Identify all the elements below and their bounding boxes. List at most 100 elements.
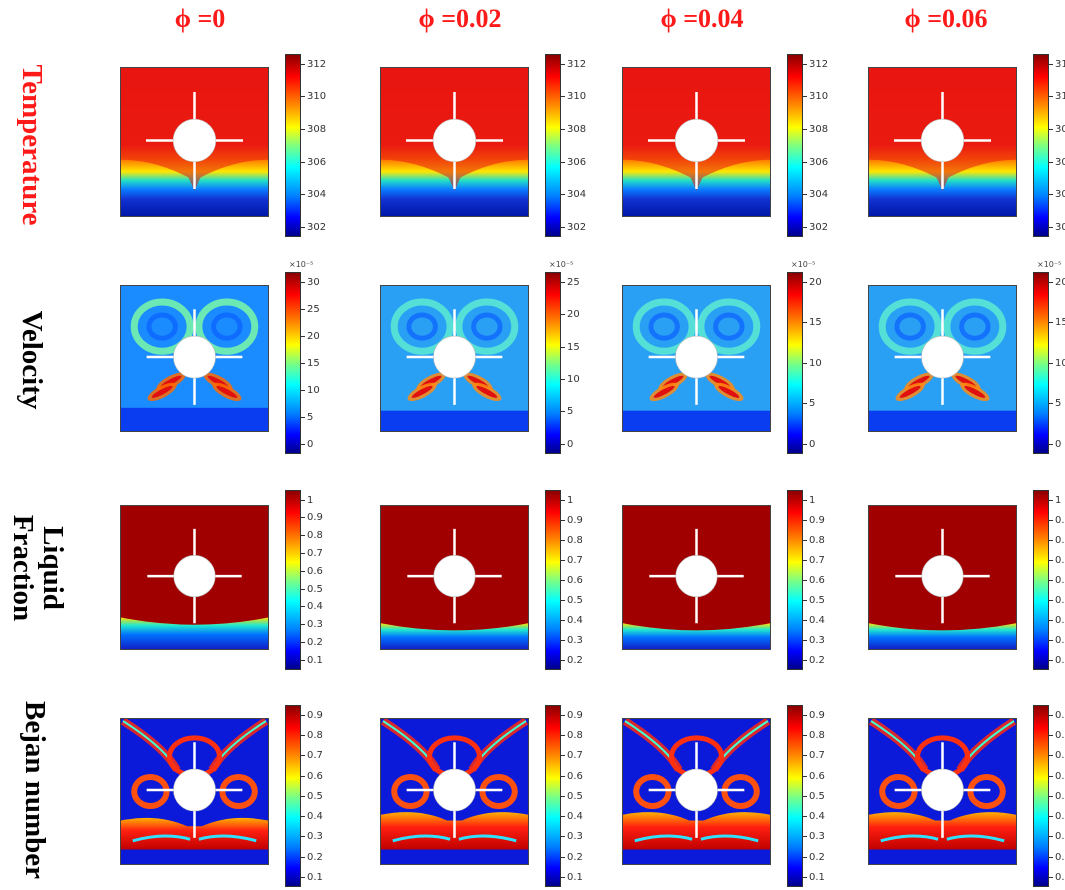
temperature-3-colorbar-tick: 308 <box>1048 125 1065 135</box>
temperature-1-contour-svg <box>381 68 528 216</box>
bejan-1-colorbar-tick: 0.7 <box>561 750 583 762</box>
velocity-0-colorbar-tick: 15 <box>301 357 320 369</box>
liquid-fraction-1-colorbar-gradient <box>546 491 560 669</box>
bejan-3-colorbar <box>1033 705 1049 887</box>
velocity-1-stagnant-bottom <box>381 410 528 431</box>
bejan-0-colorbar-tick: 0.9 <box>301 709 323 721</box>
velocity-2-stagnant-bottom <box>623 410 770 431</box>
liquid-fraction-0-colorbar-tick: 0.9 <box>301 512 323 524</box>
temperature-0-colorbar-tick: 304 <box>300 189 327 201</box>
temperature-0-contour-plot <box>120 67 269 217</box>
bejan-3-colorbar-tick: 0.9 <box>1049 710 1065 721</box>
bejan-3-colorbar-tick: 0.4 <box>1049 812 1065 822</box>
bejan-3-bottom-strip <box>869 849 1016 864</box>
velocity-1-colorbar-tick: 10 <box>561 374 580 385</box>
bejan-2-colorbar-tick: 0.8 <box>803 730 825 742</box>
temperature-3-colorbar <box>1033 54 1049 237</box>
velocity-0-contour-svg <box>121 286 268 431</box>
bejan-1-colorbar-tick: 0.5 <box>561 790 583 802</box>
bejan-3-contour-svg <box>869 719 1016 864</box>
bejan-1-contour-plot <box>380 718 529 865</box>
bejan-3-colorbar-tick: 0.5 <box>1049 791 1065 802</box>
temperature-2-colorbar <box>787 54 803 237</box>
temperature-2-colorbar-tick: 304 <box>802 189 829 201</box>
bejan-2-colorbar-tick: 0.5 <box>803 790 825 802</box>
bejan-2-heater-circle <box>675 768 718 812</box>
temperature-1-colorbar-gradient <box>546 55 560 236</box>
liquid-fraction-0-contour-plot <box>120 505 269 650</box>
velocity-0-colorbar-gradient <box>286 273 300 453</box>
temperature-2-colorbar-tick: 302 <box>802 221 829 233</box>
liquid-fraction-1-colorbar-tick: 0.2 <box>561 654 583 666</box>
velocity-0-colorbar-tick: 10 <box>301 384 320 396</box>
temperature-3-colorbar-tick: 302 <box>1048 222 1065 233</box>
velocity-3-colorbar-tick: 15 <box>1049 318 1065 328</box>
liquid-fraction-3-colorbar-tick: 0.8 <box>1049 535 1065 546</box>
liquid-fraction-2-contour-svg <box>623 506 770 649</box>
bejan-1-colorbar-gradient <box>546 706 560 886</box>
bejan-2-colorbar-tick: 0.6 <box>803 770 825 782</box>
bejan-2-heater <box>648 742 745 838</box>
bejan-0-contour-plot <box>120 718 269 865</box>
velocity-0-heater-circle <box>173 335 216 379</box>
temperature-2-contour-svg <box>623 68 770 216</box>
velocity-0-colorbar-tick: 30 <box>301 276 320 288</box>
bejan-0-colorbar-gradient <box>286 706 300 886</box>
liquid-fraction-0-contour-svg <box>121 506 268 649</box>
velocity-3-high-velocity-lobes <box>895 372 990 402</box>
bejan-1-heater <box>406 742 503 838</box>
bejan-3-heater-circle <box>921 768 964 812</box>
liquid-fraction-2-contour-plot <box>622 505 771 650</box>
velocity-3-colorbar <box>1033 272 1049 454</box>
velocity-1-vortex-rings <box>390 298 519 355</box>
temperature-0-colorbar <box>285 54 301 237</box>
liquid-fraction-1-colorbar-tick: 0.6 <box>561 574 583 586</box>
velocity-0-colorbar-tick: 5 <box>300 411 314 423</box>
velocity-0-colorbar-tick: 0 <box>300 438 314 450</box>
velocity-3-heater-circle <box>921 335 964 379</box>
velocity-2-high-velocity-lobes <box>649 372 744 402</box>
liquid-fraction-2-solid-region <box>623 623 770 649</box>
velocity-3-heater <box>894 309 991 405</box>
bejan-0-bottom-streaks <box>132 834 257 843</box>
temperature-0-colorbar-tick: 302 <box>300 221 327 233</box>
liquid-fraction-2-colorbar-tick: 1 <box>802 494 816 506</box>
velocity-1-colorbar-tick: 15 <box>561 341 580 353</box>
liquid-fraction-0-solid-region <box>121 617 268 649</box>
temperature-2-colorbar-gradient <box>788 55 802 236</box>
temperature-1-heater <box>405 92 504 190</box>
velocity-2-colorbar <box>787 272 803 454</box>
temperature-3-colorbar-gradient <box>1034 55 1048 236</box>
bejan-0-heater-circle <box>173 768 216 812</box>
liquid-fraction-1-colorbar <box>545 490 561 670</box>
velocity-2-colorbar-tick: 15 <box>803 317 822 329</box>
temperature-3-heater <box>893 92 992 190</box>
bejan-3-colorbar-tick: 0.7 <box>1049 751 1065 761</box>
liquid-fraction-0-colorbar-tick: 0.4 <box>301 601 323 613</box>
temperature-1-contour-plot <box>380 67 529 217</box>
velocity-1-colorbar-gradient <box>546 273 560 453</box>
liquid-fraction-2-colorbar-gradient <box>788 491 802 669</box>
liquid-fraction-2-colorbar-tick: 0.5 <box>803 594 825 606</box>
temperature-2-colorbar-tick: 306 <box>802 156 829 168</box>
velocity-3-colorbar-gradient <box>1034 273 1048 453</box>
liquid-fraction-2-colorbar-tick: 0.7 <box>803 554 825 566</box>
temperature-3-colorbar-tick: 312 <box>1048 59 1065 70</box>
velocity-1-heater-circle <box>433 335 476 379</box>
liquid-fraction-0-colorbar-tick: 0.8 <box>301 530 323 542</box>
liquid-fraction-0-colorbar-tick: 0.5 <box>301 583 323 595</box>
liquid-fraction-1-heater <box>407 528 502 624</box>
column-header-phi-0.06: ϕ =0.06 <box>904 4 988 33</box>
velocity-1-colorbar-tick: 25 <box>561 276 580 288</box>
velocity-1-colorbar-tick: 20 <box>561 309 580 321</box>
liquid-fraction-3-colorbar-gradient <box>1034 491 1048 669</box>
bejan-1-colorbar-tick: 0.8 <box>561 730 583 742</box>
bejan-3-colorbar-tick: 0.1 <box>1049 872 1065 883</box>
bejan-2-colorbar-tick: 0.4 <box>803 811 825 823</box>
liquid-fraction-1-colorbar-tick: 0.9 <box>561 514 583 526</box>
temperature-2-heater <box>647 92 746 190</box>
bejan-1-colorbar-tick: 0.6 <box>561 770 583 782</box>
bejan-2-colorbar-tick: 0.2 <box>803 851 825 863</box>
liquid-fraction-3-colorbar-tick: 0.4 <box>1049 615 1065 626</box>
bejan-1-colorbar-tick: 0.1 <box>561 871 583 883</box>
